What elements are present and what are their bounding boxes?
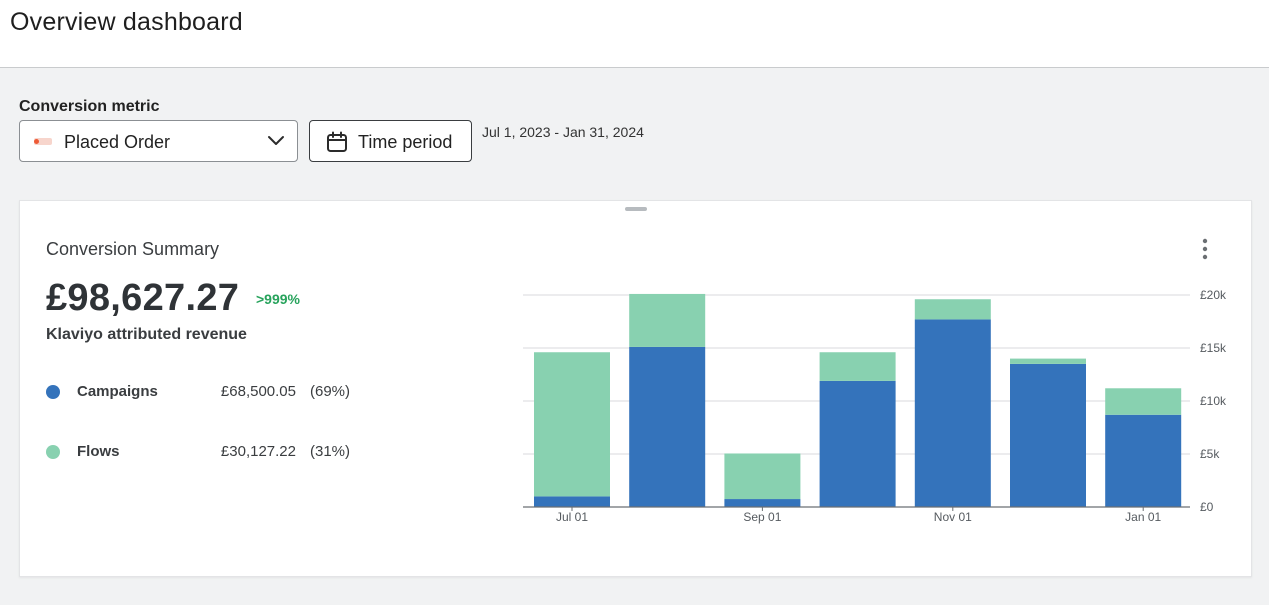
page-title: Overview dashboard xyxy=(10,8,243,36)
bar-flows xyxy=(534,352,610,497)
legend-item-flows: Flows £30,127.22 (31%) xyxy=(46,441,366,463)
bar-campaigns xyxy=(914,319,991,507)
y-tick-label: £20k xyxy=(1200,288,1227,302)
bar-campaigns xyxy=(819,380,896,507)
card-title: Conversion Summary xyxy=(46,239,220,259)
legend-name: Campaigns xyxy=(77,383,158,400)
conversion-summary-card: Conversion Summary £98,627.27 >999% Klav… xyxy=(19,200,1252,577)
bar-flows xyxy=(819,352,896,381)
time-period-label: Time period xyxy=(358,132,453,152)
campaigns-dot-icon xyxy=(46,385,60,399)
bar-campaigns xyxy=(534,496,610,507)
conversion-metric-value: Placed Order xyxy=(64,132,171,152)
bar-campaigns xyxy=(629,346,706,507)
bar-campaigns xyxy=(724,499,801,507)
change-percentage: >999% xyxy=(256,291,300,307)
bar-campaigns xyxy=(1105,414,1182,507)
conversion-metric-label: Conversion metric xyxy=(19,98,160,115)
flows-dot-icon xyxy=(46,445,60,459)
revenue-subtitle: Klaviyo attributed revenue xyxy=(46,326,247,343)
legend-percentage: (69%) xyxy=(310,383,351,400)
legend-item-campaigns: Campaigns £68,500.05 (69%) xyxy=(46,381,366,403)
time-period-button[interactable]: Time period xyxy=(309,120,472,162)
legend-amount: £30,127.22 xyxy=(220,443,296,460)
date-range-text: Jul 1, 2023 - Jan 31, 2024 xyxy=(482,124,644,140)
legend-name: Flows xyxy=(77,443,120,460)
x-tick-label: Nov 01 xyxy=(934,510,972,524)
x-tick-label: Jul 01 xyxy=(556,510,588,524)
x-tick-label: Sep 01 xyxy=(743,510,781,524)
conversion-metric-select[interactable]: Placed Order xyxy=(19,120,298,162)
integration-logo-icon xyxy=(34,138,52,145)
more-options-icon[interactable] xyxy=(1201,238,1209,260)
bar-campaigns xyxy=(1010,363,1086,507)
bar-flows xyxy=(1105,388,1182,415)
calendar-icon xyxy=(327,131,347,152)
x-tick-label: Jan 01 xyxy=(1125,510,1161,524)
bar-flows xyxy=(1010,358,1086,364)
legend-percentage: (31%) xyxy=(310,443,351,460)
y-tick-label: £15k xyxy=(1200,341,1227,355)
top-bar: Overview dashboard xyxy=(0,0,1269,68)
bar-flows xyxy=(629,293,706,347)
revenue-bar-chart: £0 £5k £10k £15k £20k Jul 01 Sep 01 Nov 01 Jan 0… xyxy=(523,288,1227,524)
y-tick-label: £5k xyxy=(1200,447,1220,461)
drag-handle[interactable] xyxy=(625,207,647,211)
y-tick-label: £0 xyxy=(1200,500,1214,514)
bar-flows xyxy=(724,453,801,500)
y-tick-label: £10k xyxy=(1200,394,1227,408)
bar-flows xyxy=(914,299,991,320)
chevron-down-icon xyxy=(268,136,284,145)
total-revenue-value: £98,627.27 xyxy=(46,277,240,319)
legend-amount: £68,500.05 xyxy=(220,383,296,400)
